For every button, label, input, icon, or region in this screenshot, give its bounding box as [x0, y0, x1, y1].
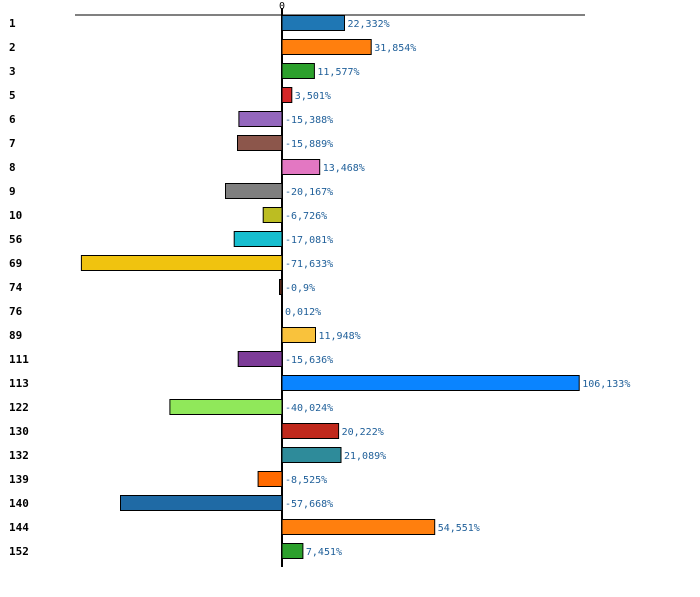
value-label-74: -0,9% [285, 283, 315, 294]
value-label-3: 11,577% [317, 67, 359, 78]
value-label-140: -57,668% [285, 499, 333, 510]
bar-89 [281, 327, 316, 343]
bar-111 [237, 351, 283, 367]
bar-10 [262, 207, 283, 223]
bar-3 [281, 63, 315, 79]
category-label-144: 144 [9, 521, 29, 534]
bar-7 [237, 135, 283, 151]
bar-1 [281, 15, 345, 31]
category-label-10: 10 [9, 209, 22, 222]
value-label-2: 31,854% [374, 43, 416, 54]
category-label-69: 69 [9, 257, 22, 270]
value-label-9: -20,167% [285, 187, 333, 198]
bar-152 [281, 543, 304, 559]
category-label-111: 111 [9, 353, 29, 366]
value-label-132: 21,089% [344, 451, 386, 462]
bar-139 [257, 471, 283, 487]
bar-74 [279, 279, 283, 295]
bar-130 [281, 423, 340, 439]
value-label-76: 0,012% [285, 307, 321, 318]
category-label-1: 1 [9, 17, 16, 30]
value-label-8: 13,468% [323, 163, 365, 174]
bar-5 [281, 87, 293, 103]
value-label-1: 22,332% [348, 19, 390, 30]
category-label-130: 130 [9, 425, 29, 438]
bar-76 [281, 303, 283, 319]
category-label-6: 6 [9, 113, 16, 126]
category-label-7: 7 [9, 137, 16, 150]
category-label-8: 8 [9, 161, 16, 174]
bar-122 [169, 399, 283, 415]
value-label-69: -71,633% [285, 259, 333, 270]
value-label-152: 7,451% [306, 547, 342, 558]
category-label-152: 152 [9, 545, 29, 558]
value-label-56: -17,081% [285, 235, 333, 246]
category-label-76: 76 [9, 305, 23, 318]
category-label-5: 5 [9, 89, 16, 102]
value-label-7: -15,889% [285, 139, 333, 150]
category-label-132: 132 [9, 449, 29, 462]
category-label-56: 56 [9, 233, 23, 246]
category-label-74: 74 [9, 281, 23, 294]
category-label-9: 9 [9, 185, 16, 198]
bar-144 [281, 519, 436, 535]
bar-69 [80, 255, 283, 271]
category-label-140: 140 [9, 497, 29, 510]
bar-113 [281, 375, 580, 391]
category-label-3: 3 [9, 65, 16, 78]
bar-2 [281, 39, 372, 55]
bar-140 [120, 495, 283, 511]
value-label-122: -40,024% [285, 403, 333, 414]
value-label-10: -6,726% [285, 211, 327, 222]
value-label-113: 106,133% [582, 379, 630, 390]
bar-9 [225, 183, 283, 199]
zero-tick-label: 0 [279, 1, 285, 12]
value-label-130: 20,222% [342, 427, 384, 438]
category-label-122: 122 [9, 401, 29, 414]
value-label-89: 11,948% [319, 331, 361, 342]
category-label-139: 139 [9, 473, 29, 486]
value-labels-group: 22,332% 31,854% 11,577% 3,501% -15,388% -15,8… [285, 19, 630, 558]
value-label-144: 54,551% [438, 523, 480, 534]
value-label-5: 3,501% [295, 91, 331, 102]
bar-6 [238, 111, 283, 127]
bars-group [80, 15, 580, 559]
category-label-89: 89 [9, 329, 22, 342]
value-label-6: -15,388% [285, 115, 333, 126]
bar-56 [233, 231, 283, 247]
value-label-111: -15,636% [285, 355, 333, 366]
bar-8 [281, 159, 321, 175]
category-labels-group: 1235678910566974768911111312213013213914… [9, 17, 29, 558]
bar-132 [281, 447, 342, 463]
category-label-113: 113 [9, 377, 29, 390]
category-label-2: 2 [9, 41, 16, 54]
value-label-139: -8,525% [285, 475, 327, 486]
